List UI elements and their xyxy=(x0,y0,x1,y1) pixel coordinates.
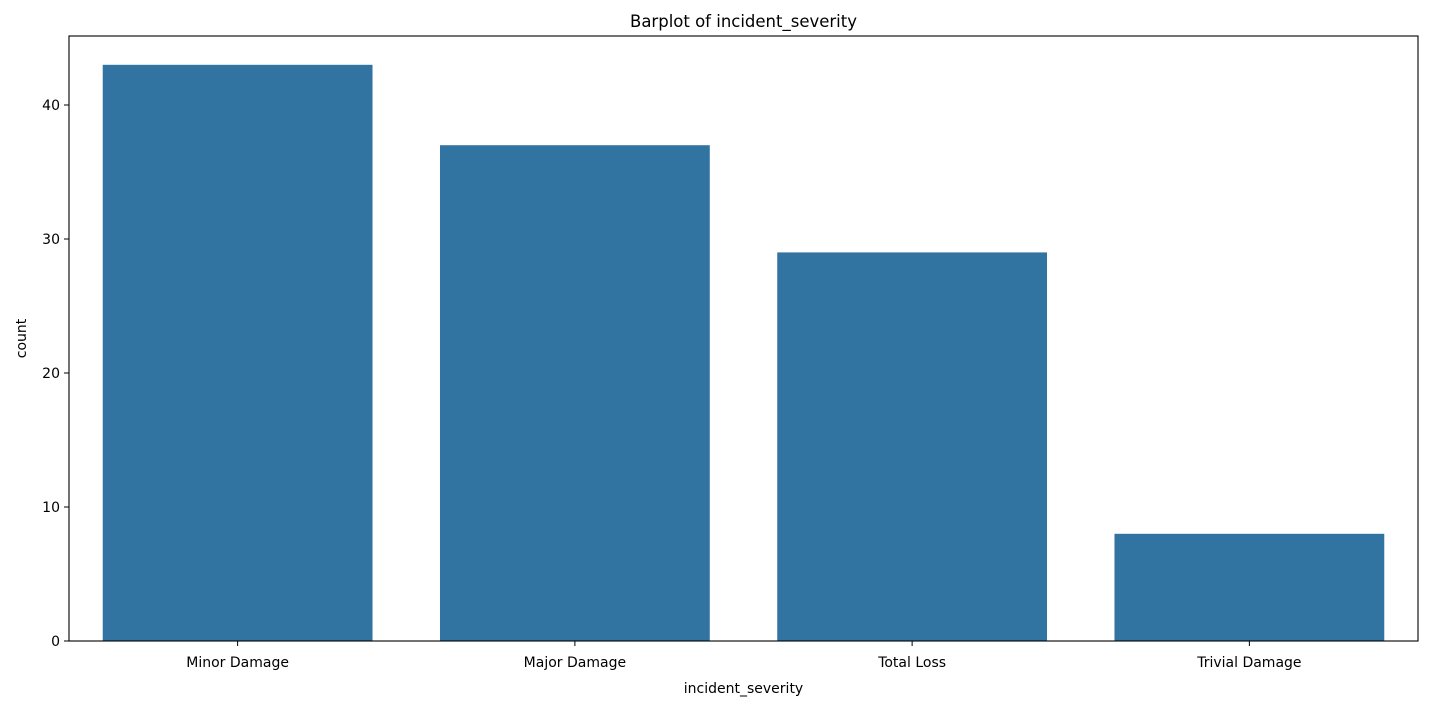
x-tick-label: Minor Damage xyxy=(186,655,289,671)
chart-title: Barplot of incident_severity xyxy=(630,12,857,32)
x-tick-label: Trivial Damage xyxy=(1196,655,1301,671)
y-axis-label: count xyxy=(14,318,30,358)
x-tick-label: Total Loss xyxy=(877,655,946,671)
x-axis-ticks: Minor Damage Major Damage Total Loss Trivia… xyxy=(186,641,1302,671)
bar-minor-damage xyxy=(102,64,373,641)
y-tick-label: 30 xyxy=(42,232,60,248)
y-tick-label: 0 xyxy=(51,634,60,650)
bar-total-loss xyxy=(777,252,1048,641)
bar-trivial-damage xyxy=(1114,533,1385,641)
x-axis-label: incident_severity xyxy=(684,681,803,697)
y-axis-ticks: 0 10 20 30 40 xyxy=(42,98,69,650)
bar-major-damage xyxy=(439,145,710,641)
y-tick-label: 20 xyxy=(42,366,60,382)
bars xyxy=(102,64,1385,641)
plot-frame xyxy=(68,35,1419,642)
x-tick-label: Major Damage xyxy=(524,655,626,671)
y-tick-label: 40 xyxy=(42,98,60,114)
y-tick-label: 10 xyxy=(42,500,60,516)
